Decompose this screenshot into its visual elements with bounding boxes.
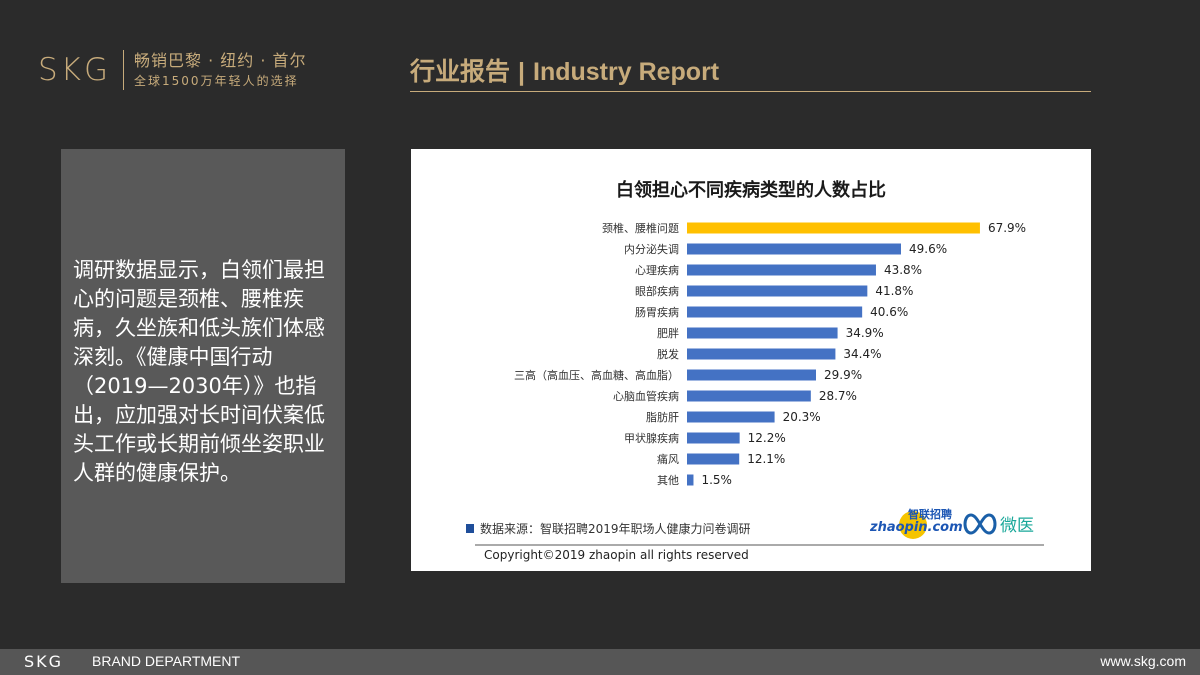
value-label: 49.6% [909, 242, 947, 256]
brand-logo: SKG [38, 52, 112, 88]
weiyi-mark-icon [963, 513, 997, 535]
weiyi-logo: 微医 [963, 513, 1034, 536]
weiyi-logo-text: 微医 [1000, 516, 1034, 536]
zhaopin-logo-cn: 智联招聘 [908, 507, 952, 521]
bar [687, 411, 775, 423]
chart-title: 白领担心不同疾病类型的人数占比 [616, 179, 886, 201]
chart-source: 数据来源：智联招聘2019年职场人健康力问卷调研 [480, 521, 751, 536]
category-label: 其他 [657, 474, 679, 487]
footer-logo: SKG [24, 652, 64, 671]
bars-layer: 颈椎、腰椎问题 67.9% 内分泌失调 49.6% 心理疾病 43.8% 眼部疾病 41.8%… [514, 221, 1026, 487]
bar-chart: 白领担心不同疾病类型的人数占比 颈椎、腰椎问题 67.9% 内分泌失调 49.6% 心理… [466, 179, 1044, 562]
footer-url-link[interactable]: www.skg.com [1100, 653, 1186, 669]
value-label: 41.8% [875, 284, 913, 298]
summary-panel: 调研数据显示，白领们最担心的问题是颈椎、腰椎疾病，久坐族和低头族们体感深刻。《健… [61, 149, 345, 583]
zhaopin-circle [899, 511, 927, 539]
value-label: 12.2% [748, 431, 786, 445]
zhaopin-logo-en: zhaopin.com [869, 520, 963, 535]
value-label: 43.8% [884, 263, 922, 277]
category-label: 内分泌失调 [624, 242, 679, 256]
bar [687, 264, 876, 276]
bar [687, 474, 694, 486]
title-underline [410, 91, 1091, 92]
value-label: 34.4% [843, 347, 881, 361]
logo-divider [123, 50, 125, 90]
bar [687, 243, 901, 255]
summary-text: 调研数据显示，白领们最担心的问题是颈椎、腰椎疾病，久坐族和低头族们体感深刻。《健… [73, 258, 325, 485]
page-title-cn: 行业报告 [410, 58, 511, 86]
value-label: 67.9% [988, 221, 1026, 235]
category-label: 三高（高血压、高血糖、高血脂） [514, 368, 679, 382]
category-label: 甲状腺疾病 [624, 431, 679, 445]
value-label: 12.1% [747, 452, 785, 466]
category-label: 心脑血管疾病 [613, 389, 679, 403]
category-label: 肥胖 [657, 327, 679, 340]
slogan-line2: 全球1500万年轻人的选择 [134, 74, 299, 88]
category-label: 心理疾病 [635, 263, 679, 277]
title-separator: | [518, 58, 526, 86]
value-label: 28.7% [819, 389, 857, 403]
chart-copyright: Copyright©2019 zhaopin all rights reserv… [484, 548, 749, 562]
bar [687, 369, 816, 381]
value-label: 34.9% [846, 326, 884, 340]
bar [687, 222, 980, 234]
value-label: 1.5% [701, 473, 732, 487]
category-label: 肠胃疾病 [635, 305, 679, 319]
category-label: 脱发 [657, 347, 679, 361]
footer-department: BRAND DEPARTMENT [92, 653, 241, 669]
zhaopin-logo: 智联招聘 zhaopin.com [869, 507, 963, 539]
bar [687, 348, 836, 360]
bar [687, 453, 740, 465]
page-title-en: Industry Report [533, 58, 720, 86]
page-title: 行业报告 | Industry Report [410, 52, 719, 88]
footer: SKG BRAND DEPARTMENT www.skg.com [0, 649, 1200, 675]
bar [687, 285, 868, 297]
brand-logo-block: SKG 畅销巴黎 · 纽约 · 首尔 全球1500万年轻人的选择 [38, 48, 307, 92]
category-label: 颈椎、腰椎问题 [602, 221, 679, 235]
chart-panel: 白领担心不同疾病类型的人数占比 颈椎、腰椎问题 67.9% 内分泌失调 49.6% 心理… [411, 149, 1091, 571]
slogan: 畅销巴黎 · 纽约 · 首尔 全球1500万年轻人的选择 [134, 51, 307, 89]
bar [687, 306, 863, 318]
category-label: 眼部疾病 [635, 284, 679, 298]
value-label: 20.3% [783, 410, 821, 424]
category-label: 痛风 [657, 452, 679, 466]
category-label: 脂肪肝 [646, 410, 679, 424]
source-marker [466, 524, 474, 533]
slogan-line1: 畅销巴黎 · 纽约 · 首尔 [134, 51, 307, 70]
value-label: 40.6% [870, 305, 908, 319]
bar [687, 432, 740, 444]
bar [687, 390, 811, 402]
value-label: 29.9% [824, 368, 862, 382]
bar [687, 327, 838, 339]
